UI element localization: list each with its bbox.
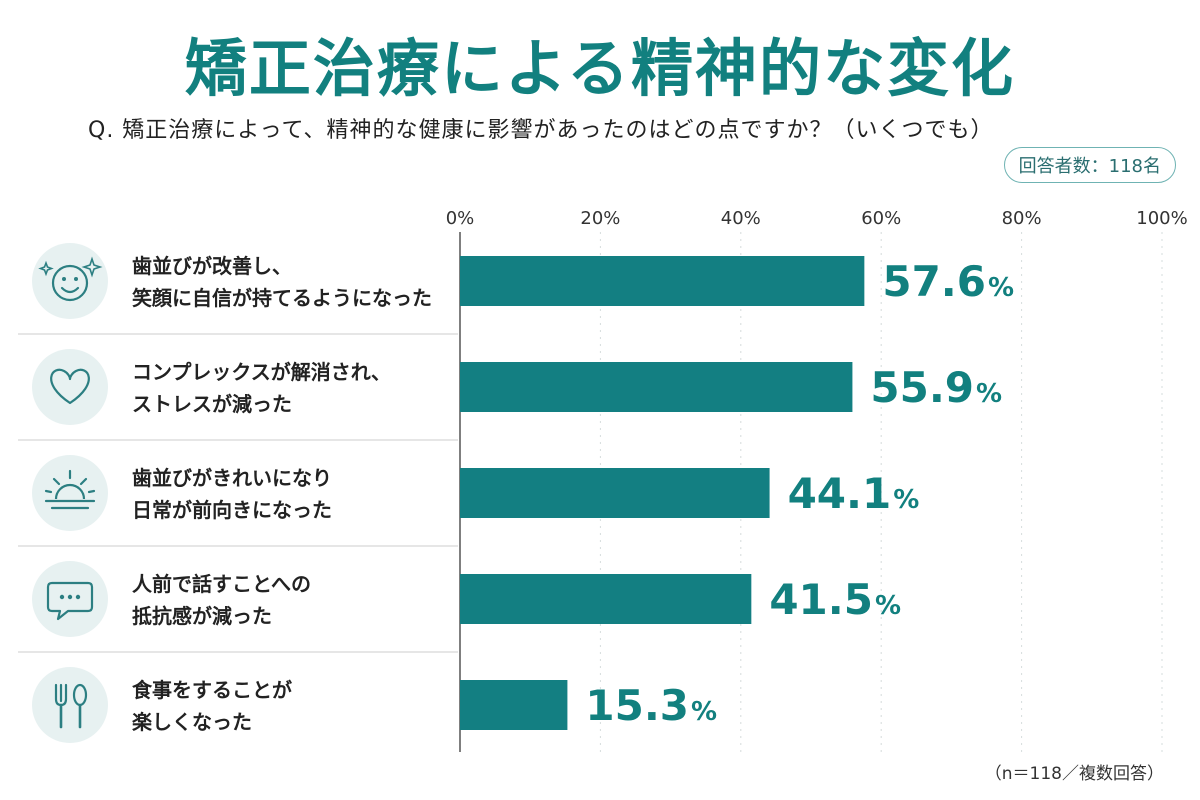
category-label: ストレスが減った [132,392,292,416]
icon-background [32,349,108,425]
icon-background [32,455,108,531]
sunrise-icon [44,469,96,510]
bar [460,256,865,306]
fork-spoon-icon [54,683,88,729]
value-label: 15.3% [585,681,717,730]
value-label: 55.9% [870,363,1002,412]
footnote: （n＝118／複数回答） [984,764,1164,784]
x-tick-label: 0% [446,208,475,229]
bar [460,468,770,518]
chat-bubble-icon [46,581,94,621]
bar [460,574,752,624]
icon-background [32,667,108,743]
category-label: 抵抗感が減った [132,604,272,628]
category-label: 楽しくなった [132,710,252,734]
value-label: 44.1% [788,469,920,518]
value-label: 57.6% [882,257,1014,306]
heart-icon [50,368,90,405]
category-label: 歯並びがきれいになり [132,466,332,490]
x-tick-label: 40% [721,208,761,229]
category-label: 歯並びが改善し、 [132,254,292,278]
icon-background [32,243,108,319]
survey-question: Q. 矯正治療によって、精神的な健康に影響があったのはどの点ですか？（いくつでも… [88,118,994,143]
x-tick-label: 20% [580,208,620,229]
category-label: 食事をすることが [132,678,292,702]
bar [460,362,853,412]
category-label: コンプレックスが解消され、 [132,360,391,384]
value-label: 41.5% [769,575,901,624]
x-tick-label: 80% [1002,208,1042,229]
x-tick-label: 60% [861,208,901,229]
chart-title: 矯正治療による精神的な変化 [184,32,1016,105]
category-label: 笑顔に自信が持てるようになった [132,286,432,310]
category-label: 日常が前向きになった [132,498,332,522]
bar [460,680,568,730]
smile-sparkle-icon [38,256,103,302]
x-tick-label: 100% [1136,208,1187,229]
respondents-badge: 回答者数：118名 [1003,147,1176,183]
category-label: 人前で話すことへの [132,572,311,596]
